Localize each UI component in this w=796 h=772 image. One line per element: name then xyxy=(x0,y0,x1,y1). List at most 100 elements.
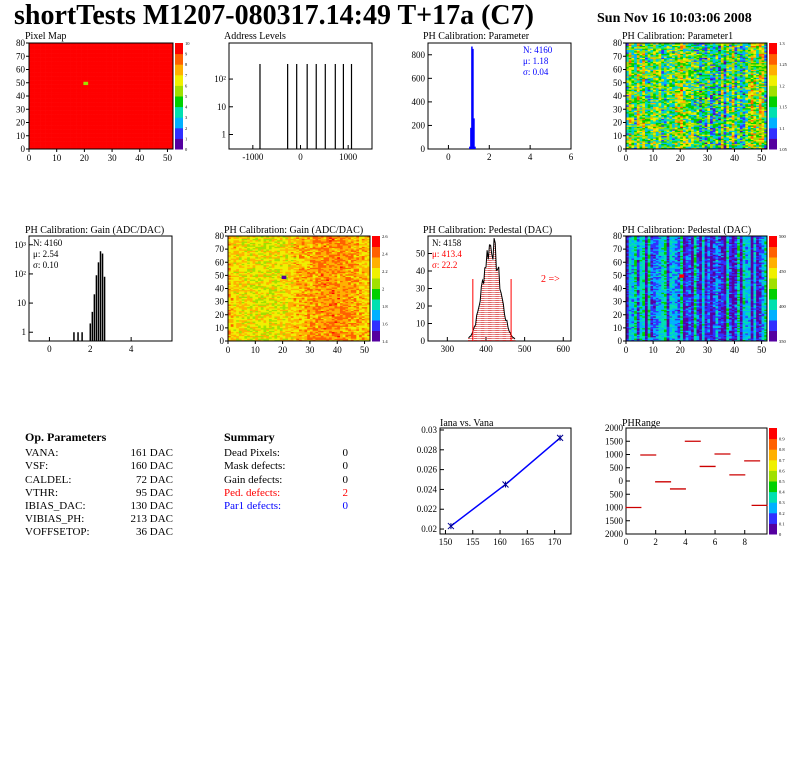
heatmap-cell xyxy=(40,62,44,65)
y-tick-label: 10 xyxy=(16,131,26,141)
y-tick-label: 60 xyxy=(16,65,26,75)
heatmap-cell xyxy=(62,143,66,146)
heatmap-cell xyxy=(51,121,55,123)
heatmap-cell xyxy=(53,121,57,123)
heatmap-cell xyxy=(48,122,52,125)
heatmap-cell xyxy=(45,131,49,134)
heatmap-cell xyxy=(34,117,38,119)
heatmap-cell xyxy=(45,130,49,133)
heatmap-cell xyxy=(29,115,33,118)
heatmap-cell xyxy=(37,135,41,138)
heatmap-cell xyxy=(53,65,57,68)
heatmap-cell xyxy=(37,43,41,45)
heatmap-cell xyxy=(31,115,35,118)
heatmap-cell xyxy=(29,69,33,72)
y-tick-label: 10 xyxy=(217,102,227,112)
heatmap-cell xyxy=(53,58,57,61)
heatmap-cell xyxy=(40,60,44,62)
heatmap-cell xyxy=(59,146,63,148)
heatmap-cell xyxy=(29,61,33,64)
heatmap-cell xyxy=(31,137,35,139)
heatmap-cell xyxy=(62,122,66,125)
heatmap-cell xyxy=(40,142,44,144)
heatmap-cell xyxy=(31,102,35,105)
x-tick-label: 20 xyxy=(80,153,90,163)
heatmap-cell xyxy=(31,69,35,72)
heatmap-cell xyxy=(62,133,66,135)
heatmap-cell xyxy=(51,57,55,60)
heatmap-cell xyxy=(48,81,52,84)
heatmap-cell xyxy=(51,69,55,72)
y-tick-label: 800 xyxy=(412,50,426,60)
heatmap-cell xyxy=(48,54,52,57)
heatmap-cell xyxy=(29,76,33,78)
heatmap-cell xyxy=(59,62,63,65)
heatmap-cell xyxy=(48,85,52,88)
heatmap-cell xyxy=(40,105,44,107)
heatmap-cell xyxy=(34,76,38,78)
heatmap-cell xyxy=(59,66,63,69)
heatmap-cell xyxy=(42,64,46,66)
heatmap-cell xyxy=(40,107,44,110)
heatmap-cell xyxy=(45,72,49,74)
heatmap-cell xyxy=(56,60,60,62)
heatmap-cell xyxy=(40,54,44,57)
heatmap-cell xyxy=(29,98,33,101)
heatmap-cell xyxy=(53,122,57,125)
heatmap-cell xyxy=(31,147,35,150)
heatmap-cell xyxy=(42,119,46,122)
heatmap-cell xyxy=(31,101,35,103)
heatmap-cell xyxy=(40,138,44,141)
heatmap-cell xyxy=(42,77,46,80)
heatmap-cell xyxy=(59,130,63,133)
heatmap-cell xyxy=(31,126,35,129)
heatmap-cell xyxy=(29,74,33,77)
heatmap-cell xyxy=(37,106,41,109)
heatmap-cell xyxy=(56,98,60,101)
heatmap-cell xyxy=(42,122,46,125)
heatmap-cell xyxy=(37,103,41,106)
heatmap-cell xyxy=(56,90,60,93)
heatmap-cell xyxy=(45,103,49,106)
heatmap-cell xyxy=(53,147,57,150)
heatmap-cell xyxy=(40,69,44,72)
heatmap-cell xyxy=(37,138,41,141)
heatmap-cell xyxy=(62,119,66,122)
heatmap-cell xyxy=(56,125,60,127)
heatmap-cell xyxy=(48,127,52,130)
heatmap-cell xyxy=(42,50,46,53)
heatmap-cell xyxy=(62,123,66,126)
heatmap-cell xyxy=(45,137,49,139)
heatmap-cell xyxy=(59,97,63,99)
heatmap-cell xyxy=(40,65,44,68)
heatmap-cell xyxy=(62,134,66,137)
x-tick-label: 1000 xyxy=(339,152,358,162)
heatmap-cell xyxy=(51,139,55,142)
heatmap-cell xyxy=(40,92,44,94)
heatmap-cell xyxy=(45,65,49,68)
heatmap-cell xyxy=(59,121,63,123)
heatmap-cell xyxy=(37,88,41,90)
heatmap-cell xyxy=(56,46,60,49)
heatmap-cell xyxy=(56,117,60,119)
heatmap-cell xyxy=(31,133,35,135)
heatmap-cell xyxy=(51,131,55,134)
heatmap-cell xyxy=(62,106,66,109)
heatmap-cell xyxy=(40,147,44,150)
heatmap-cell xyxy=(29,82,33,85)
heatmap-cell xyxy=(53,72,57,74)
heatmap-cell xyxy=(31,70,35,73)
heatmap-cell xyxy=(37,50,41,53)
heatmap-cell xyxy=(42,69,46,72)
heatmap-cell xyxy=(42,58,46,61)
heatmap-cell xyxy=(29,99,33,102)
heatmap-cell xyxy=(31,130,35,133)
heatmap-cell xyxy=(34,69,38,72)
heatmap-cell xyxy=(34,147,38,150)
heatmap-cell xyxy=(48,125,52,127)
x-tick-label: -1000 xyxy=(242,152,263,162)
heatmap-cell xyxy=(31,122,35,125)
heatmap-cell xyxy=(62,115,66,118)
heatmap-cell xyxy=(56,118,60,121)
heatmap-cell xyxy=(56,126,60,129)
